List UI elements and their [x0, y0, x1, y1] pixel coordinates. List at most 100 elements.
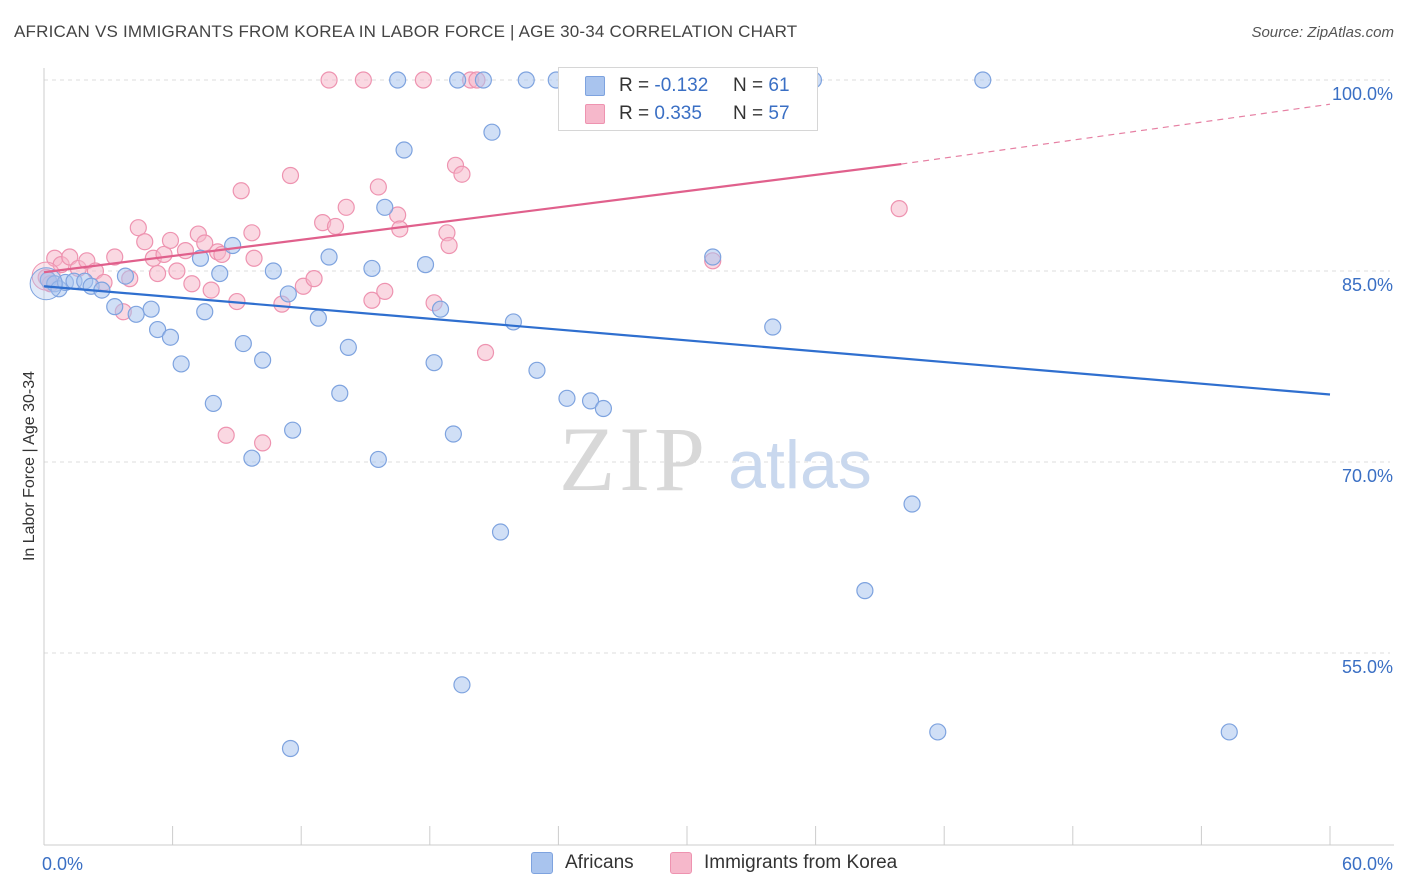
africans-r-label: R =	[619, 75, 650, 96]
africans-point-51	[594, 399, 613, 418]
legend-africans-swatch	[531, 852, 553, 874]
africans-point-11	[142, 300, 160, 318]
korea-n-label: N =	[733, 103, 764, 124]
korea-point-13	[136, 233, 154, 251]
korea-point-42	[369, 178, 387, 196]
africans-point-21	[243, 449, 261, 467]
korea-point-54	[476, 343, 495, 362]
africans-point-17	[204, 394, 222, 413]
africans-point-19	[224, 236, 242, 255]
africans-point-58	[903, 495, 921, 513]
watermark: ZIP atlas	[559, 408, 872, 510]
africans-point-41	[453, 676, 471, 694]
africans-point-53	[704, 248, 722, 266]
africans-point-38	[431, 300, 450, 318]
africans-point-34	[389, 71, 407, 89]
korea-point-39	[337, 198, 355, 216]
africans-point-44	[491, 523, 510, 541]
korea-swatch	[585, 104, 605, 124]
x-tick-label-min: 0.0%	[42, 854, 83, 874]
africans-point-20	[234, 334, 252, 353]
korea-trend-line	[43, 162, 902, 274]
africans-point-30	[339, 338, 357, 356]
korea-point-31	[254, 434, 272, 452]
korea-r-value: 0.335	[654, 103, 702, 124]
africans-n-value: 61	[768, 75, 790, 96]
legend-korea-label: Immigrants from Korea	[704, 852, 898, 873]
y-tick-label-85: 85.0%	[1342, 275, 1393, 295]
africans-point-31	[363, 259, 381, 278]
africans-point-49	[558, 389, 576, 407]
grid-lines	[44, 79, 1390, 654]
korea-point-46	[414, 71, 432, 89]
africans-point-24	[279, 285, 297, 303]
korea-point-17	[161, 231, 180, 250]
legend-africans-label: Africans	[565, 852, 634, 873]
africans-point-14	[172, 355, 190, 373]
y-tick-label-70: 70.0%	[1342, 466, 1393, 486]
africans-n-label: N =	[733, 75, 764, 96]
korea-n-value: 57	[768, 103, 790, 124]
africans-point-22	[254, 351, 272, 369]
africans-r-value: -0.132	[654, 75, 709, 96]
korea-point-40	[354, 71, 372, 89]
correlation-legend: R = -0.132 N = 61 R = 0.335 N = 57	[558, 67, 818, 131]
africans-trend-line	[43, 285, 1331, 396]
y-tick-labels: 55.0% 70.0% 85.0% 100.0%	[1332, 84, 1393, 677]
korea-point-18	[168, 262, 186, 280]
africans-point-45	[504, 313, 522, 331]
korea-point-28	[232, 182, 250, 200]
korea-point-35	[305, 270, 323, 288]
korea-r-label: R =	[619, 103, 650, 124]
africans-point-12	[148, 320, 167, 339]
korea-point-12	[129, 219, 147, 237]
africans-point-60	[974, 71, 992, 89]
africans-point-40	[449, 71, 467, 89]
africans-point-47	[528, 361, 546, 379]
x-tick-labels: 0.0% 60.0%	[42, 854, 1393, 874]
watermark-zip: ZIP	[559, 408, 709, 510]
africans-point-46	[517, 71, 535, 89]
axes	[43, 68, 1394, 846]
africans-point-8	[106, 298, 124, 316]
africans-point-13	[161, 328, 180, 346]
korea-point-30	[243, 224, 261, 242]
africans-swatch	[585, 76, 605, 96]
korea-point-38	[326, 217, 345, 236]
watermark-atlas: atlas	[728, 427, 872, 503]
africans-point-9	[116, 267, 135, 285]
africans-point-26	[284, 421, 302, 439]
korea-point-4	[61, 248, 79, 266]
trend-lines	[43, 103, 1331, 396]
x-tick-label-max: 60.0%	[1342, 854, 1393, 874]
korea-point-56	[890, 200, 908, 218]
y-tick-label-55: 55.0%	[1342, 657, 1393, 677]
korea-point-33	[281, 166, 300, 185]
africans-point-55	[764, 318, 782, 336]
legend-korea-swatch	[670, 852, 692, 874]
africans-point-23	[264, 262, 282, 280]
legend-item-korea: Immigrants from Korea	[670, 852, 897, 874]
africans-point-32	[369, 450, 387, 469]
korea-point-15	[148, 264, 167, 283]
africans-point-39	[444, 425, 462, 443]
africans-point-50	[581, 392, 600, 410]
africans-point-28	[320, 248, 338, 266]
legend-item-africans: Africans	[531, 852, 634, 874]
africans-point-18	[211, 264, 229, 283]
series-legend: Africans Immigrants from Korea	[0, 852, 1406, 878]
africans-point-61	[1220, 723, 1238, 741]
korea-trend-extension	[901, 103, 1331, 165]
chart-title: AFRICAN VS IMMIGRANTS FROM KOREA IN LABO…	[14, 22, 798, 41]
africans-point-36	[416, 256, 435, 274]
korea-point-41	[363, 291, 381, 309]
korea-point-20	[183, 275, 201, 293]
africans-point-16	[196, 303, 214, 321]
africans-point-57	[856, 582, 874, 600]
africans-point-25	[281, 739, 300, 758]
source-label: Source: ZipAtlas.com	[1251, 24, 1394, 41]
africans-point-33	[376, 198, 394, 216]
africans-point-35	[395, 141, 413, 159]
y-tick-label-100: 100.0%	[1332, 84, 1393, 104]
